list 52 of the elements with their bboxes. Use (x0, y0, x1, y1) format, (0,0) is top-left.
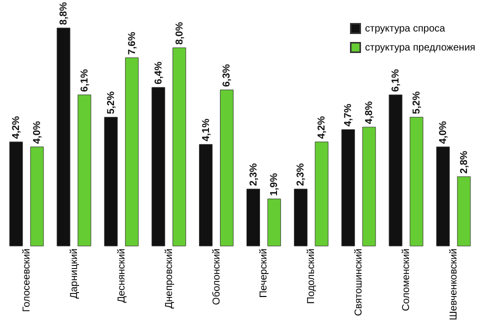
bar (457, 176, 471, 246)
legend-label: структура спроса (365, 24, 446, 34)
data-label: 1,9% (269, 173, 280, 196)
x-tick-label: Дарницкий (68, 248, 80, 299)
data-label: 2,3% (248, 163, 260, 186)
data-label: 5,2% (106, 91, 117, 114)
bar (341, 129, 355, 246)
x-tick-label: Голосеевский (22, 248, 33, 312)
bar (9, 142, 23, 246)
bar (125, 57, 139, 246)
x-tick-label: Подольский (306, 248, 318, 304)
bar (104, 116, 118, 246)
bar (30, 146, 44, 246)
bar (410, 116, 424, 246)
bar (436, 146, 450, 246)
x-tick-label: Деснянский (116, 248, 128, 303)
bar (152, 87, 166, 246)
bar (388, 94, 402, 246)
data-label: 6,3% (222, 64, 233, 87)
bar (314, 142, 328, 246)
x-tick-label: Днепровский (164, 248, 175, 309)
bar (56, 28, 70, 246)
data-label: 7,6% (126, 32, 138, 55)
bar (246, 188, 260, 246)
bar (199, 144, 213, 246)
bar (172, 48, 186, 246)
data-label: 4,2% (316, 116, 328, 139)
x-tick-label: Оболонский (211, 248, 222, 305)
data-label: 4,1% (200, 118, 212, 142)
data-label: 8,0% (174, 22, 186, 45)
data-label: 4,7% (343, 104, 354, 127)
bar (362, 126, 376, 246)
data-label: 5,2% (411, 91, 422, 114)
data-label: 2,8% (458, 150, 470, 174)
data-label: 2,3% (296, 163, 307, 186)
x-tick-label: Соломенский (401, 248, 412, 312)
bar (267, 198, 281, 246)
bar (294, 188, 308, 246)
x-tick-label: Печерский (258, 248, 270, 298)
legend-label: структура предложения (365, 42, 476, 54)
bar (220, 90, 234, 246)
data-label: 4,0% (438, 120, 450, 144)
data-label: 4,0% (32, 120, 43, 144)
data-label: 6,1% (79, 68, 90, 92)
x-tick-label: Святошинский (354, 248, 365, 316)
x-tick-label: Шевченковский (448, 248, 460, 320)
data-label: 6,1% (390, 68, 402, 92)
data-label: 4,2% (11, 116, 22, 139)
data-label: 8,8% (58, 2, 70, 25)
bar (78, 94, 92, 246)
data-label: 6,4% (153, 62, 164, 84)
data-label: 4,8% (364, 101, 376, 124)
